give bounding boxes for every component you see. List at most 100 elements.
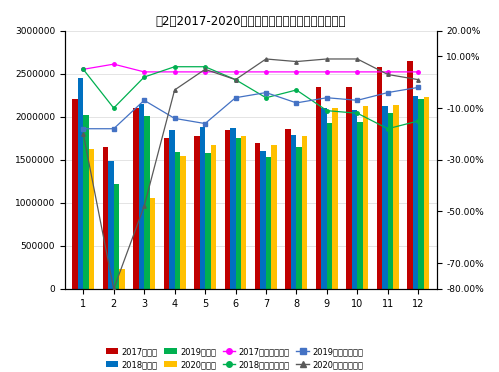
2020年同比增长率 (111, 287, 117, 291)
Bar (332, 108, 338, 289)
2020年同比增长率 (263, 57, 269, 61)
Bar (89, 148, 94, 289)
Line: 2019年同比增长率: 2019年同比增长率 (81, 86, 420, 131)
Bar (418, 99, 424, 289)
2017年同比增长率 (354, 70, 360, 74)
2017年同比增长率 (415, 70, 421, 74)
Bar (230, 128, 236, 289)
2018年同比增长率 (172, 64, 178, 69)
2019年同比增长率 (141, 98, 147, 103)
2019年同比增长率 (111, 126, 117, 131)
Bar (302, 136, 307, 289)
2017年同比增长率 (324, 70, 330, 74)
Bar (78, 78, 83, 289)
Bar (407, 61, 413, 289)
Bar (236, 138, 241, 289)
2019年同比增长率 (263, 90, 269, 95)
Bar (175, 152, 180, 289)
Bar (285, 129, 291, 289)
Bar (225, 129, 230, 289)
Title: 图2：2017-2020年月度乘用车销量及同比变化情况: 图2：2017-2020年月度乘用车销量及同比变化情况 (156, 15, 346, 28)
2018年同比增长率 (385, 126, 391, 131)
2018年同比增长率 (141, 75, 147, 79)
2017年同比增长率 (172, 70, 178, 74)
2019年同比增长率 (80, 126, 86, 131)
Bar (382, 106, 388, 289)
2017年同比增长率 (263, 70, 269, 74)
2018年同比增长率 (111, 106, 117, 110)
Bar (133, 108, 139, 289)
2020年同比增长率 (354, 57, 360, 61)
Bar (260, 151, 266, 289)
2020年同比增长率 (202, 67, 208, 71)
Bar (346, 87, 352, 289)
2017年同比增长率 (385, 70, 391, 74)
Bar (413, 96, 418, 289)
2018年同比增长率 (354, 111, 360, 115)
Bar (103, 147, 108, 289)
2017年同比增长率 (111, 62, 117, 66)
Bar (180, 156, 186, 289)
2018年同比增长率 (263, 96, 269, 100)
Bar (327, 123, 332, 289)
2018年同比增长率 (293, 88, 299, 92)
2018年同比增长率 (415, 119, 421, 123)
Bar (271, 145, 277, 289)
Bar (241, 136, 247, 289)
Bar (388, 113, 393, 289)
2019年同比增长率 (324, 96, 330, 100)
2019年同比增长率 (172, 116, 178, 121)
Bar (150, 198, 155, 289)
2019年同比增长率 (293, 101, 299, 105)
2017年同比增长率 (293, 70, 299, 74)
2019年同比增长率 (385, 90, 391, 95)
2017年同比增长率 (141, 70, 147, 74)
Bar (205, 153, 211, 289)
2017年同比增长率 (80, 67, 86, 71)
Line: 2017年同比增长率: 2017年同比增长率 (81, 62, 420, 74)
Bar (291, 135, 296, 289)
Bar (164, 138, 169, 289)
2020年同比增长率 (233, 77, 239, 82)
Bar (114, 184, 119, 289)
Bar (424, 97, 429, 289)
2020年同比增长率 (293, 59, 299, 64)
Bar (296, 147, 302, 289)
Line: 2018年同比增长率: 2018年同比增长率 (81, 65, 420, 131)
Bar (211, 145, 216, 289)
Bar (377, 67, 382, 289)
Bar (72, 99, 78, 289)
2020年同比增长率 (141, 204, 147, 208)
Bar (200, 127, 205, 289)
2018年同比增长率 (324, 108, 330, 113)
Bar (83, 115, 89, 289)
Bar (363, 106, 368, 289)
2018年同比增长率 (80, 67, 86, 71)
Bar (139, 104, 144, 289)
Bar (352, 110, 357, 289)
Bar (255, 142, 260, 289)
2018年同比增长率 (202, 64, 208, 69)
Line: 2020年同比增长率: 2020年同比增长率 (81, 57, 420, 291)
Bar (194, 136, 200, 289)
2019年同比增长率 (202, 121, 208, 126)
Bar (321, 108, 327, 289)
2019年同比增长率 (233, 96, 239, 100)
Bar (169, 129, 175, 289)
2019年同比增长率 (415, 85, 421, 90)
Bar (316, 87, 321, 289)
2017年同比增长率 (202, 70, 208, 74)
Bar (357, 122, 363, 289)
2020年同比增长率 (80, 132, 86, 136)
2019年同比增长率 (354, 98, 360, 103)
Bar (108, 161, 114, 289)
2018年同比增长率 (233, 77, 239, 82)
2020年同比增长率 (172, 88, 178, 92)
2020年同比增长率 (415, 77, 421, 82)
Legend: 2017年销量, 2018年销量, 2019年销量, 2020年销量, 2017年同比增长率, 2018年同比增长率, 2019年同比增长率, 2020年同比增: 2017年销量, 2018年销量, 2019年销量, 2020年销量, 2017… (103, 344, 366, 372)
2020年同比增长率 (324, 57, 330, 61)
Bar (393, 106, 399, 289)
2017年同比增长率 (233, 70, 239, 74)
Bar (119, 269, 125, 289)
Bar (144, 116, 150, 289)
